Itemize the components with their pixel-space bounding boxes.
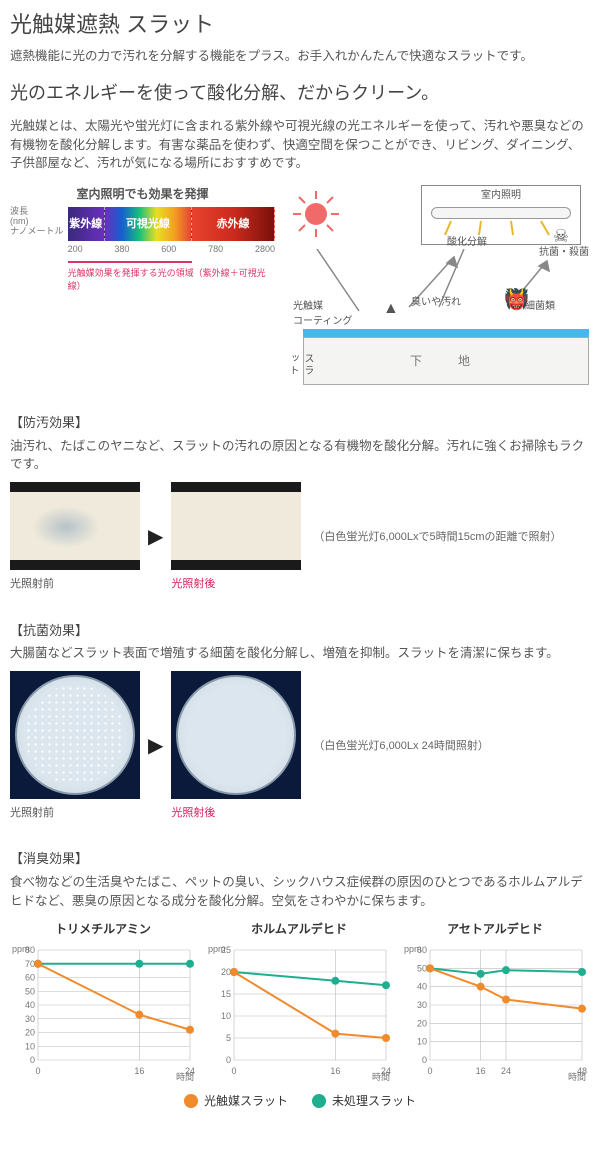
- svg-text:0: 0: [226, 1055, 231, 1065]
- antisoil-before-img: [10, 482, 140, 570]
- svg-text:20: 20: [417, 1019, 427, 1029]
- svg-text:0: 0: [35, 1066, 40, 1076]
- chart-legend: 光触媒スラット 未処理スラット: [10, 1092, 590, 1110]
- line-chart: ホルムアルデヒドppm051015202501624時間: [206, 920, 392, 1082]
- svg-text:40: 40: [25, 1000, 35, 1010]
- chart-title: アセトアルデヒド: [402, 920, 588, 938]
- svg-text:25: 25: [221, 945, 231, 955]
- swatch-treated: [184, 1094, 198, 1108]
- oxidative-label: 酸化分解: [447, 235, 487, 250]
- svg-text:24: 24: [501, 1066, 511, 1076]
- coating-label: 光触媒 コーティング: [293, 299, 352, 329]
- svg-text:0: 0: [30, 1055, 35, 1065]
- before-caption: 光照射前: [10, 576, 140, 593]
- charts-row: トリメチルアミンppm0102030405060708001624時間ホルムアル…: [10, 920, 590, 1082]
- svg-text:0: 0: [422, 1055, 427, 1065]
- antibac-before-img: [10, 671, 140, 799]
- deodor-heading: 【消臭効果】: [10, 849, 590, 869]
- antisoil-condition: （白色蛍光灯6,000Lxで5時間15cmの距離で照射）: [313, 529, 561, 546]
- svg-text:10: 10: [221, 1011, 231, 1021]
- indoor-light-label: 室内照明: [481, 190, 521, 201]
- page-title: 光触媒遮熱 スラット: [10, 8, 590, 41]
- legend-treated: 光触媒スラット: [204, 1092, 288, 1110]
- body-text: 光触媒とは、太陽光や蛍光灯に含まれる紫外線や可視光線の光エネルギーを使って、汚れ…: [10, 117, 590, 173]
- svg-text:50: 50: [417, 964, 427, 974]
- spectrum-axis-label: 波長 (nm) ナノメートル: [10, 207, 64, 237]
- monster-icon: 👹: [504, 285, 529, 315]
- svg-text:30: 30: [25, 1014, 35, 1024]
- before-caption: 光照射前: [10, 805, 140, 822]
- spectrum-segment: 紫外線: [68, 207, 105, 241]
- mechanism-diagram: 室内照明 酸化分解 抗菌・殺菌 ☠ 臭いや汚れ ▲ 細菌類 👹 光触媒 コーティ…: [289, 185, 589, 385]
- svg-text:30: 30: [417, 1000, 427, 1010]
- line-chart: トリメチルアミンppm0102030405060708001624時間: [10, 920, 196, 1082]
- svg-text:0: 0: [427, 1066, 432, 1076]
- arrow-icon: ▶: [148, 522, 163, 552]
- lamp-icon: [431, 207, 571, 219]
- svg-text:16: 16: [330, 1066, 340, 1076]
- svg-text:5: 5: [226, 1033, 231, 1043]
- spectrum-note: 光触媒効果を発揮する光の領域（紫外線＋可視光線）: [68, 267, 275, 294]
- base-layer: 下 地: [303, 337, 589, 385]
- dirt-label: 臭いや汚れ: [411, 295, 461, 310]
- coating-layer: [303, 329, 589, 337]
- spectrum-diagram: 室内照明でも効果を発揮 波長 (nm) ナノメートル 紫外線可視光線赤外線 20…: [10, 185, 275, 294]
- chart-title: トリメチルアミン: [10, 920, 196, 938]
- antibac-text: 大腸菌などスラット表面で増殖する細菌を酸化分解し、増殖を抑制。スラットを清潔に保…: [10, 644, 590, 663]
- legend-untreated: 未処理スラット: [332, 1092, 416, 1110]
- svg-text:20: 20: [25, 1028, 35, 1038]
- bacteria-label: 細菌類: [525, 299, 555, 314]
- after-caption: 光照射後: [171, 805, 301, 822]
- spectrum-segment: 可視光線: [105, 207, 192, 241]
- spectrum-segment: 赤外線: [192, 207, 275, 241]
- antibac-after-img: [171, 671, 301, 799]
- antibac-condition: （白色蛍光灯6,000Lx 24時間照射）: [313, 738, 488, 755]
- svg-text:70: 70: [25, 959, 35, 969]
- antibac-comparison: 光照射前 ▶ 光照射後 （白色蛍光灯6,000Lx 24時間照射）: [10, 671, 590, 822]
- svg-text:10: 10: [417, 1037, 427, 1047]
- antisoil-comparison: 光照射前 ▶ 光照射後 （白色蛍光灯6,000Lxで5時間15cmの距離で照射）: [10, 482, 590, 593]
- svg-text:0: 0: [231, 1066, 236, 1076]
- svg-text:時間: 時間: [372, 1072, 390, 1082]
- svg-text:60: 60: [25, 973, 35, 983]
- dirt-icon: ▲: [383, 297, 399, 321]
- deodor-text: 食べ物などの生活臭やたばこ、ペットの臭い、シックハウス症候群の原因のひとつである…: [10, 873, 590, 911]
- subtitle: 光のエネルギーを使って酸化分解、だからクリーン。: [10, 80, 590, 107]
- svg-text:時間: 時間: [176, 1072, 194, 1082]
- svg-text:40: 40: [417, 982, 427, 992]
- svg-text:10: 10: [25, 1042, 35, 1052]
- after-caption: 光照射後: [171, 576, 301, 593]
- antisoil-heading: 【防汚効果】: [10, 413, 590, 433]
- svg-text:15: 15: [221, 989, 231, 999]
- svg-text:60: 60: [417, 945, 427, 955]
- swatch-untreated: [312, 1094, 326, 1108]
- svg-text:時間: 時間: [568, 1072, 586, 1082]
- lead-text: 遮熱機能に光の力で汚れを分解する機能をプラス。お手入れかんたんで快適なスラットで…: [10, 47, 590, 66]
- svg-text:50: 50: [25, 987, 35, 997]
- slat-vlabel: スラット: [285, 353, 315, 385]
- antisoil-text: 油汚れ、たばこのヤニなど、スラットの汚れの原因となる有機物を酸化分解。汚れに強く…: [10, 437, 590, 475]
- svg-text:16: 16: [134, 1066, 144, 1076]
- line-chart: アセトアルデヒドppm01020304050600162448時間: [402, 920, 588, 1082]
- sun-icon: [291, 189, 341, 239]
- svg-text:16: 16: [476, 1066, 486, 1076]
- antibac-heading: 【抗菌効果】: [10, 621, 590, 641]
- diagram-row: 室内照明でも効果を発揮 波長 (nm) ナノメートル 紫外線可視光線赤外線 20…: [10, 185, 590, 385]
- skull-icon: ☠: [553, 223, 569, 250]
- antisoil-after-img: [171, 482, 301, 570]
- chart-title: ホルムアルデヒド: [206, 920, 392, 938]
- slat-crosssection: スラット 下 地: [289, 329, 589, 385]
- svg-text:80: 80: [25, 945, 35, 955]
- spectrum-title: 室内照明でも効果を発揮: [10, 185, 275, 203]
- svg-text:20: 20: [221, 967, 231, 977]
- arrow-icon: ▶: [148, 731, 163, 761]
